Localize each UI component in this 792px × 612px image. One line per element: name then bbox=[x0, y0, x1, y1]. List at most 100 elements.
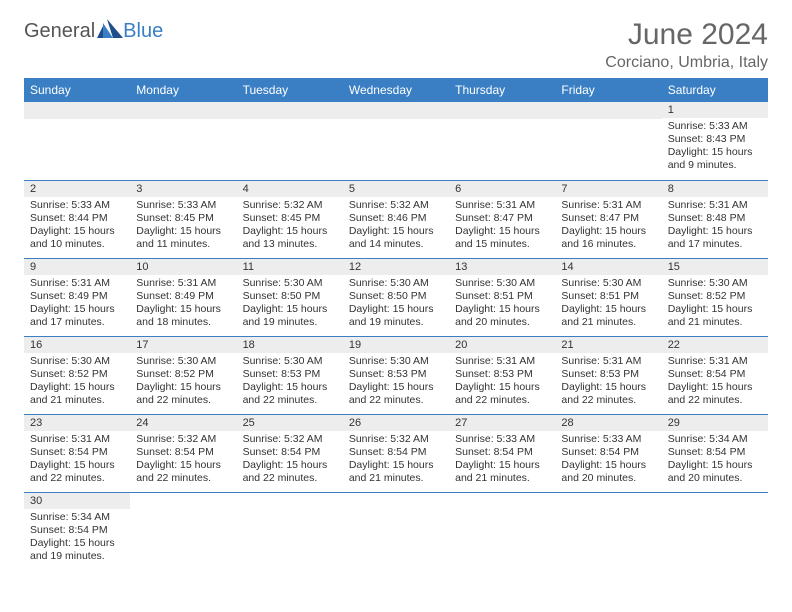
sunset-text: Sunset: 8:53 PM bbox=[561, 368, 655, 381]
sunset-text: Sunset: 8:54 PM bbox=[561, 446, 655, 459]
weekday-header-row: Sunday Monday Tuesday Wednesday Thursday… bbox=[24, 78, 768, 102]
day-number: 26 bbox=[343, 415, 449, 431]
empty-daynum-bar bbox=[449, 102, 555, 119]
day-details: Sunrise: 5:31 AMSunset: 8:49 PMDaylight:… bbox=[130, 275, 236, 334]
sunrise-text: Sunrise: 5:31 AM bbox=[30, 277, 124, 290]
calendar-cell: 2Sunrise: 5:33 AMSunset: 8:44 PMDaylight… bbox=[24, 180, 130, 258]
day-number: 21 bbox=[555, 337, 661, 353]
calendar-cell bbox=[555, 492, 661, 570]
brand-text-1: General bbox=[24, 20, 95, 43]
calendar-cell: 7Sunrise: 5:31 AMSunset: 8:47 PMDaylight… bbox=[555, 180, 661, 258]
day-number: 14 bbox=[555, 259, 661, 275]
daylight-text: Daylight: 15 hours and 22 minutes. bbox=[30, 459, 124, 485]
sunset-text: Sunset: 8:49 PM bbox=[30, 290, 124, 303]
day-number: 25 bbox=[237, 415, 343, 431]
daylight-text: Daylight: 15 hours and 21 minutes. bbox=[561, 303, 655, 329]
calendar-cell: 23Sunrise: 5:31 AMSunset: 8:54 PMDayligh… bbox=[24, 414, 130, 492]
daylight-text: Daylight: 15 hours and 22 minutes. bbox=[455, 381, 549, 407]
brand-text-2: Blue bbox=[123, 20, 163, 43]
daylight-text: Daylight: 15 hours and 14 minutes. bbox=[349, 225, 443, 251]
calendar-cell bbox=[449, 102, 555, 180]
day-details: Sunrise: 5:31 AMSunset: 8:54 PMDaylight:… bbox=[662, 353, 768, 412]
calendar-cell: 12Sunrise: 5:30 AMSunset: 8:50 PMDayligh… bbox=[343, 258, 449, 336]
day-details: Sunrise: 5:33 AMSunset: 8:54 PMDaylight:… bbox=[449, 431, 555, 490]
day-details: Sunrise: 5:31 AMSunset: 8:47 PMDaylight:… bbox=[555, 197, 661, 256]
daylight-text: Daylight: 15 hours and 21 minutes. bbox=[455, 459, 549, 485]
sunrise-text: Sunrise: 5:32 AM bbox=[243, 199, 337, 212]
calendar-cell: 20Sunrise: 5:31 AMSunset: 8:53 PMDayligh… bbox=[449, 336, 555, 414]
empty-daynum-bar bbox=[555, 102, 661, 119]
calendar-cell: 8Sunrise: 5:31 AMSunset: 8:48 PMDaylight… bbox=[662, 180, 768, 258]
daylight-text: Daylight: 15 hours and 17 minutes. bbox=[30, 303, 124, 329]
day-number: 2 bbox=[24, 181, 130, 197]
calendar-cell bbox=[555, 102, 661, 180]
day-number: 5 bbox=[343, 181, 449, 197]
day-number: 18 bbox=[237, 337, 343, 353]
sunrise-text: Sunrise: 5:30 AM bbox=[455, 277, 549, 290]
day-number: 3 bbox=[130, 181, 236, 197]
day-details: Sunrise: 5:31 AMSunset: 8:49 PMDaylight:… bbox=[24, 275, 130, 334]
sunset-text: Sunset: 8:47 PM bbox=[561, 212, 655, 225]
day-details: Sunrise: 5:30 AMSunset: 8:52 PMDaylight:… bbox=[24, 353, 130, 412]
sunrise-text: Sunrise: 5:31 AM bbox=[30, 433, 124, 446]
daylight-text: Daylight: 15 hours and 20 minutes. bbox=[561, 459, 655, 485]
weekday-header: Friday bbox=[555, 78, 661, 102]
daylight-text: Daylight: 15 hours and 11 minutes. bbox=[136, 225, 230, 251]
calendar-cell: 5Sunrise: 5:32 AMSunset: 8:46 PMDaylight… bbox=[343, 180, 449, 258]
day-details: Sunrise: 5:31 AMSunset: 8:53 PMDaylight:… bbox=[449, 353, 555, 412]
day-details: Sunrise: 5:32 AMSunset: 8:54 PMDaylight:… bbox=[130, 431, 236, 490]
title-block: June 2024 Corciano, Umbria, Italy bbox=[605, 18, 768, 72]
sunset-text: Sunset: 8:45 PM bbox=[243, 212, 337, 225]
empty-daynum-bar bbox=[130, 102, 236, 119]
day-number: 11 bbox=[237, 259, 343, 275]
sunset-text: Sunset: 8:54 PM bbox=[30, 524, 124, 537]
day-number: 16 bbox=[24, 337, 130, 353]
calendar-cell: 18Sunrise: 5:30 AMSunset: 8:53 PMDayligh… bbox=[237, 336, 343, 414]
calendar-cell: 21Sunrise: 5:31 AMSunset: 8:53 PMDayligh… bbox=[555, 336, 661, 414]
day-number: 30 bbox=[24, 493, 130, 509]
daylight-text: Daylight: 15 hours and 18 minutes. bbox=[136, 303, 230, 329]
day-number: 22 bbox=[662, 337, 768, 353]
brand-mark-icon bbox=[97, 18, 123, 43]
day-details: Sunrise: 5:31 AMSunset: 8:48 PMDaylight:… bbox=[662, 197, 768, 256]
sunrise-text: Sunrise: 5:30 AM bbox=[349, 355, 443, 368]
weekday-header: Thursday bbox=[449, 78, 555, 102]
empty-daynum-bar bbox=[343, 102, 449, 119]
sunrise-text: Sunrise: 5:33 AM bbox=[455, 433, 549, 446]
daylight-text: Daylight: 15 hours and 21 minutes. bbox=[668, 303, 762, 329]
day-details: Sunrise: 5:33 AMSunset: 8:43 PMDaylight:… bbox=[662, 118, 768, 177]
calendar-cell: 28Sunrise: 5:33 AMSunset: 8:54 PMDayligh… bbox=[555, 414, 661, 492]
calendar-week-row: 16Sunrise: 5:30 AMSunset: 8:52 PMDayligh… bbox=[24, 336, 768, 414]
sunset-text: Sunset: 8:54 PM bbox=[136, 446, 230, 459]
sunrise-text: Sunrise: 5:31 AM bbox=[668, 199, 762, 212]
calendar-cell: 16Sunrise: 5:30 AMSunset: 8:52 PMDayligh… bbox=[24, 336, 130, 414]
sunrise-text: Sunrise: 5:32 AM bbox=[243, 433, 337, 446]
sunset-text: Sunset: 8:49 PM bbox=[136, 290, 230, 303]
daylight-text: Daylight: 15 hours and 20 minutes. bbox=[455, 303, 549, 329]
day-details: Sunrise: 5:30 AMSunset: 8:53 PMDaylight:… bbox=[343, 353, 449, 412]
calendar-cell bbox=[237, 102, 343, 180]
day-number: 9 bbox=[24, 259, 130, 275]
sunrise-text: Sunrise: 5:34 AM bbox=[30, 511, 124, 524]
day-details: Sunrise: 5:31 AMSunset: 8:47 PMDaylight:… bbox=[449, 197, 555, 256]
sunrise-text: Sunrise: 5:32 AM bbox=[136, 433, 230, 446]
day-details: Sunrise: 5:30 AMSunset: 8:51 PMDaylight:… bbox=[449, 275, 555, 334]
daylight-text: Daylight: 15 hours and 22 minutes. bbox=[668, 381, 762, 407]
sunrise-text: Sunrise: 5:33 AM bbox=[30, 199, 124, 212]
daylight-text: Daylight: 15 hours and 19 minutes. bbox=[349, 303, 443, 329]
calendar-cell: 9Sunrise: 5:31 AMSunset: 8:49 PMDaylight… bbox=[24, 258, 130, 336]
sunset-text: Sunset: 8:50 PM bbox=[349, 290, 443, 303]
sunset-text: Sunset: 8:46 PM bbox=[349, 212, 443, 225]
sunrise-text: Sunrise: 5:30 AM bbox=[561, 277, 655, 290]
sunrise-text: Sunrise: 5:34 AM bbox=[668, 433, 762, 446]
calendar-cell: 4Sunrise: 5:32 AMSunset: 8:45 PMDaylight… bbox=[237, 180, 343, 258]
day-details: Sunrise: 5:30 AMSunset: 8:52 PMDaylight:… bbox=[130, 353, 236, 412]
empty-daynum-bar bbox=[24, 102, 130, 119]
calendar-cell: 26Sunrise: 5:32 AMSunset: 8:54 PMDayligh… bbox=[343, 414, 449, 492]
sunset-text: Sunset: 8:54 PM bbox=[349, 446, 443, 459]
day-details: Sunrise: 5:33 AMSunset: 8:54 PMDaylight:… bbox=[555, 431, 661, 490]
sunset-text: Sunset: 8:54 PM bbox=[243, 446, 337, 459]
day-details: Sunrise: 5:30 AMSunset: 8:51 PMDaylight:… bbox=[555, 275, 661, 334]
calendar-cell: 1Sunrise: 5:33 AMSunset: 8:43 PMDaylight… bbox=[662, 102, 768, 180]
calendar-cell: 10Sunrise: 5:31 AMSunset: 8:49 PMDayligh… bbox=[130, 258, 236, 336]
